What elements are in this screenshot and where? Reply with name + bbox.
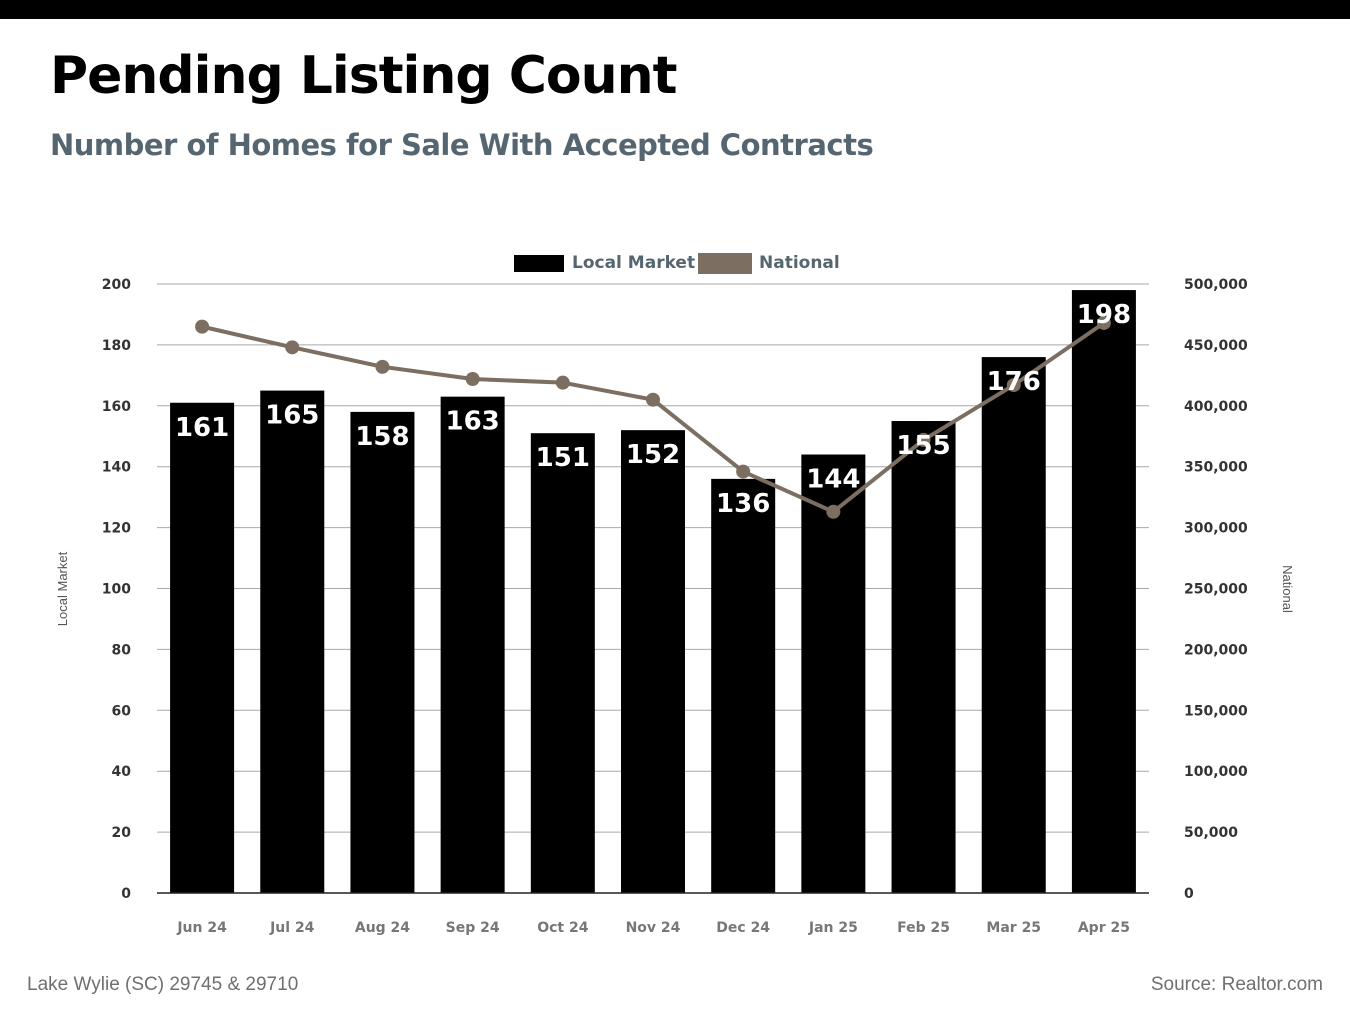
x-tick-label: Jun 24 xyxy=(176,920,227,936)
legend-swatch-local-market xyxy=(514,255,564,272)
national-point xyxy=(375,359,390,374)
top-bar xyxy=(0,0,1350,19)
data-labels: 161 165 158 163 151 152 136 144 155 176 198 xyxy=(175,300,1131,519)
bar xyxy=(981,357,1046,894)
y-tick-label-right: 500,000 xyxy=(1184,277,1248,293)
bar-data-label: 155 xyxy=(896,431,950,461)
bar xyxy=(350,411,415,893)
bar-data-label: 144 xyxy=(806,465,860,495)
national-point xyxy=(916,432,931,447)
y-tick-label-left: 60 xyxy=(112,703,132,719)
legend-label-local-market: Local Market xyxy=(572,253,695,273)
legend-swatch-national xyxy=(698,253,752,274)
national-point xyxy=(736,464,751,479)
bars xyxy=(170,290,1136,894)
bar-data-label: 158 xyxy=(355,422,409,452)
footer-location: Lake Wylie (SC) 29745 & 29710 xyxy=(27,974,299,995)
national-point xyxy=(465,372,480,387)
y-tick-label-left: 120 xyxy=(102,521,131,537)
bar xyxy=(530,433,595,893)
x-tick-label: Feb 25 xyxy=(897,920,950,936)
x-tick-label: Apr 25 xyxy=(1078,920,1130,936)
chart-subtitle: Number of Homes for Sale With Accepted C… xyxy=(50,128,874,162)
bar-data-label: 151 xyxy=(536,443,590,473)
bar xyxy=(1071,290,1136,894)
legend-label-national: National xyxy=(759,253,840,273)
bar-data-label: 161 xyxy=(175,413,229,443)
x-tick-label: Mar 25 xyxy=(986,920,1041,936)
bar xyxy=(621,430,685,893)
chart-title: Pending Listing Count xyxy=(50,46,678,106)
bar-data-label: 176 xyxy=(987,367,1041,397)
bar-data-label: 198 xyxy=(1077,300,1131,330)
bar xyxy=(891,421,956,893)
axes: 0 20 40 60 80 100 120 140 160 180 200 0 50,000 100,00… xyxy=(55,277,1295,936)
bar xyxy=(801,454,866,893)
bar xyxy=(440,396,505,893)
bar-data-label: 136 xyxy=(716,489,770,519)
y-tick-label-left: 140 xyxy=(102,460,131,476)
y-axis-title-left: Local Market xyxy=(55,551,70,626)
y-tick-label-right: 200,000 xyxy=(1184,642,1248,658)
y-tick-label-left: 0 xyxy=(121,886,131,902)
y-tick-label-right: 150,000 xyxy=(1184,703,1248,719)
y-axis-title-right: National xyxy=(1280,565,1295,613)
national-point xyxy=(646,392,660,407)
y-tick-label-left: 180 xyxy=(102,338,131,354)
bar-data-label: 152 xyxy=(626,440,680,470)
x-tick-label: Dec 24 xyxy=(716,920,770,936)
national-line xyxy=(195,315,1111,519)
y-tick-label-left: 160 xyxy=(102,399,131,415)
bar xyxy=(260,390,325,893)
bar-data-label: 163 xyxy=(445,407,499,437)
y-tick-label-right: 450,000 xyxy=(1184,338,1248,354)
y-tick-label-left: 20 xyxy=(112,825,132,841)
y-tick-label-right: 400,000 xyxy=(1184,399,1248,415)
x-tick-label: Aug 24 xyxy=(355,920,410,936)
national-point xyxy=(826,504,841,519)
y-tick-label-right: 0 xyxy=(1184,886,1194,902)
y-tick-label-left: 100 xyxy=(102,582,131,598)
footer-source: Source: Realtor.com xyxy=(1150,974,1323,995)
x-tick-label: Jan 25 xyxy=(808,920,858,936)
y-tick-label-right: 300,000 xyxy=(1184,521,1248,537)
x-tick-label: Nov 24 xyxy=(626,920,681,936)
national-point xyxy=(285,340,300,355)
y-tick-label-left: 40 xyxy=(112,764,132,780)
bar xyxy=(170,402,235,893)
legend: Local Market National xyxy=(514,253,840,274)
y-tick-label-right: 350,000 xyxy=(1184,460,1248,476)
bar xyxy=(711,478,776,893)
bar-data-label: 165 xyxy=(265,401,319,431)
y-tick-label-right: 50,000 xyxy=(1184,825,1238,841)
y-tick-label-left: 80 xyxy=(112,642,132,658)
national-point xyxy=(555,375,570,390)
y-tick-label-right: 100,000 xyxy=(1184,764,1248,780)
y-tick-label-left: 200 xyxy=(102,277,131,293)
national-point xyxy=(1006,378,1021,393)
x-tick-label: Oct 24 xyxy=(537,920,589,936)
y-tick-label-right: 250,000 xyxy=(1184,582,1248,598)
x-tick-label: Jul 24 xyxy=(269,920,315,936)
national-point xyxy=(195,319,210,334)
x-tick-label: Sep 24 xyxy=(446,920,500,936)
national-point xyxy=(1096,315,1111,330)
